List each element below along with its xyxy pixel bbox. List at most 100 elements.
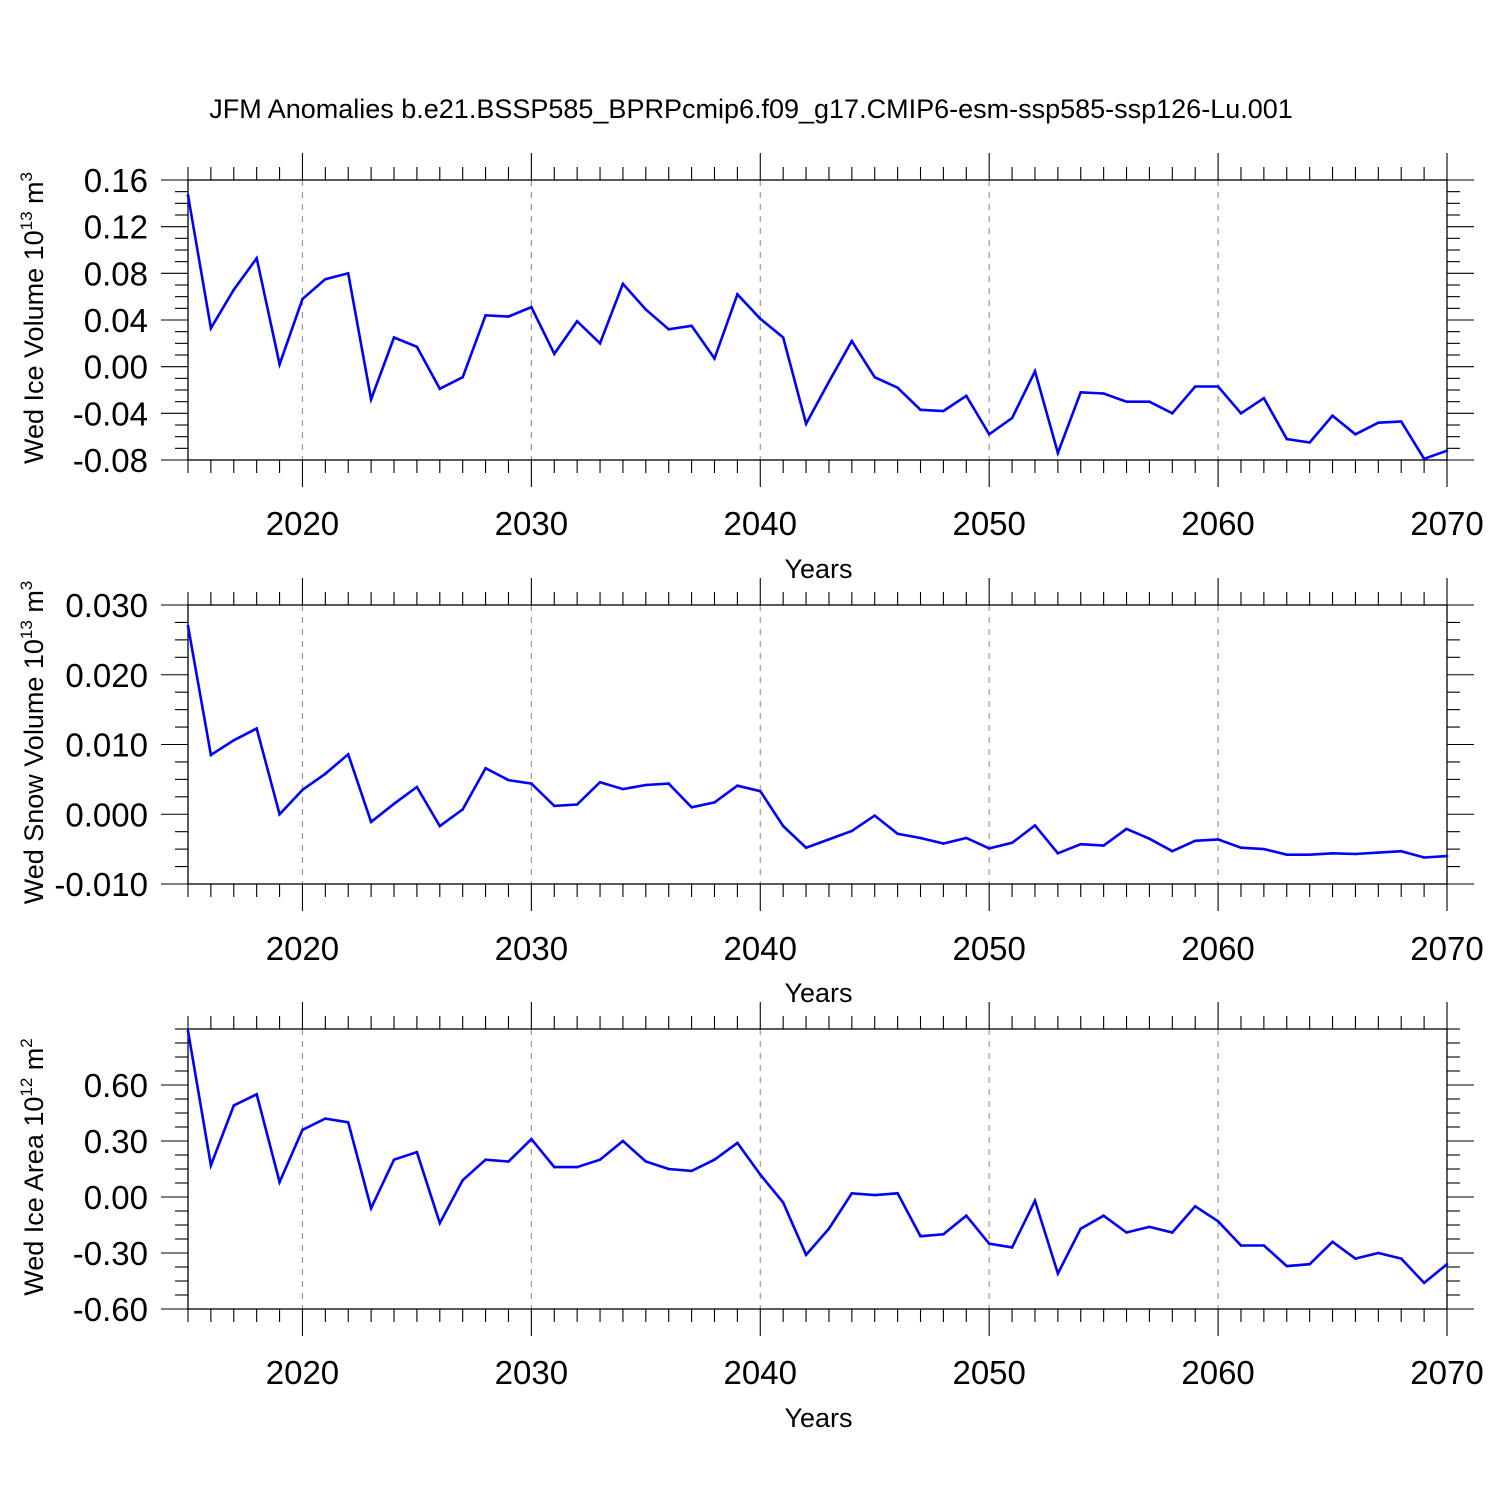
data-point [1125, 1231, 1128, 1234]
data-point [1239, 846, 1243, 850]
data-point [690, 1169, 693, 1173]
data-point [484, 314, 487, 317]
x-tick-label: 2060 [1181, 930, 1254, 967]
data-point [621, 1139, 625, 1143]
data-point [1285, 853, 1289, 857]
data-point [1033, 370, 1037, 373]
data-point [1422, 856, 1426, 859]
data-point [667, 782, 671, 785]
data-point [644, 308, 648, 311]
data-point [575, 803, 579, 806]
y-axis-label: Wed Ice Volume 1013 m3 [17, 172, 49, 464]
x-axis-label: Years [784, 978, 852, 1008]
x-axis-label: Years [784, 1403, 852, 1433]
x-tick-label: 2020 [266, 505, 339, 542]
x-tick-label: 2040 [724, 930, 797, 967]
data-point [804, 422, 808, 426]
data-point [713, 357, 716, 360]
y-tick-label: 0.12 [84, 209, 148, 246]
data-point [1010, 841, 1014, 845]
data-point [507, 778, 510, 782]
data-point [369, 1206, 373, 1210]
data-point [1079, 391, 1083, 394]
data-point [484, 1158, 487, 1161]
data-point [850, 1191, 854, 1195]
data-point [575, 1165, 579, 1169]
data-point [1445, 1262, 1449, 1266]
data-point [1216, 1219, 1220, 1223]
data-point [1331, 414, 1334, 417]
y-tick-label: -0.30 [73, 1235, 148, 1272]
data-point [942, 1233, 945, 1236]
data-point [1193, 385, 1197, 388]
data-point [1033, 824, 1037, 827]
data-point [278, 812, 281, 816]
data-point [781, 1201, 785, 1204]
y-tick-label: 0.60 [84, 1067, 148, 1104]
data-point [1285, 1264, 1289, 1268]
data-point [209, 753, 213, 757]
data-point [598, 1158, 602, 1161]
data-point [598, 780, 602, 784]
data-point [324, 1117, 327, 1120]
data-point [392, 802, 396, 806]
panel-2: 0.030 0.020 0.010 0.000 -0.010 2020 2030 2040 20… [17, 578, 1484, 1008]
data-point [438, 1221, 442, 1225]
data-point [644, 783, 648, 787]
data-point [804, 1253, 808, 1257]
y-tick-label: 0.020 [65, 657, 148, 694]
data-point [1445, 449, 1449, 452]
data-point [1308, 441, 1311, 444]
data-point [278, 363, 281, 366]
data-point [301, 1128, 304, 1132]
data-point [1102, 844, 1105, 847]
series-line [186, 1030, 1448, 1285]
x-tick-label: 2060 [1181, 1354, 1254, 1391]
data-point [1193, 839, 1197, 843]
chart-panels: 0.16 0.12 0.08 0.04 0.00 -0.04 -0.08 2020 2030 20… [17, 153, 1484, 1433]
data-point [1422, 457, 1426, 461]
data-point [232, 739, 236, 742]
x-tick-label: 2030 [495, 1354, 568, 1391]
data-point [690, 324, 693, 328]
data-point [1308, 1262, 1311, 1266]
data-point [987, 433, 991, 436]
data-point [255, 727, 258, 730]
data-point [301, 788, 304, 792]
x-tick-label: 2070 [1410, 1354, 1483, 1391]
data-point [461, 375, 464, 379]
data-point [1102, 392, 1105, 395]
data-point [255, 256, 258, 260]
data-point [964, 394, 968, 398]
data-point [942, 842, 945, 845]
series-line [186, 194, 1448, 461]
data-point [232, 288, 236, 291]
data-point [621, 282, 625, 286]
series-line [186, 625, 1448, 859]
data-point [186, 1029, 190, 1033]
data-point [415, 785, 419, 789]
data-point [758, 317, 762, 321]
data-point [1148, 400, 1151, 403]
data-point [186, 624, 190, 628]
plot-frame [187, 1028, 1448, 1310]
data-point [1056, 852, 1060, 855]
data-point [1010, 416, 1014, 420]
data-point [1399, 1257, 1403, 1260]
data-point [736, 1141, 739, 1145]
x-tick-label: 2050 [952, 505, 1025, 542]
data-point [1125, 400, 1128, 403]
data-point [896, 832, 899, 836]
data-point [1377, 851, 1380, 854]
data-point [667, 1167, 671, 1171]
data-point [346, 752, 350, 756]
data-point [1010, 1246, 1014, 1249]
x-tick-label: 2050 [952, 1354, 1025, 1391]
data-point [919, 408, 922, 412]
y-axis-label: Wed Ice Area 1012 m2 [17, 1038, 49, 1296]
data-point [781, 336, 785, 339]
x-tick-label: 2050 [952, 930, 1025, 967]
data-point [1399, 849, 1403, 853]
data-point [713, 801, 716, 804]
x-tick-label: 2040 [724, 1354, 797, 1391]
